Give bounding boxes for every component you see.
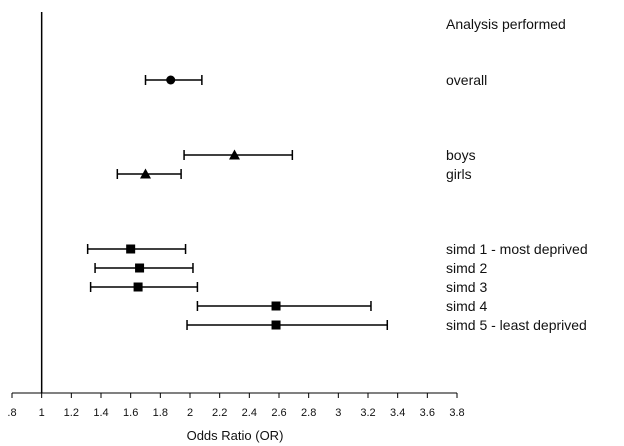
row-label: simd 4	[446, 298, 487, 314]
x-tick-label: .8	[7, 407, 16, 419]
x-tick-label: 3.2	[360, 407, 375, 419]
point-estimate-square	[271, 320, 281, 330]
row-label: boys	[446, 147, 476, 163]
x-tick-label: 1.4	[93, 407, 108, 419]
row-label: simd 1 - most deprived	[446, 241, 588, 257]
point-estimate-square	[135, 263, 145, 273]
point-estimate-square	[271, 301, 281, 311]
x-tick-label: 2.4	[242, 407, 257, 419]
estimate-row: overall	[144, 72, 487, 88]
x-tick-label: 3	[335, 407, 341, 419]
point-estimate-circle	[166, 75, 176, 85]
x-tick-label: 1.8	[153, 407, 168, 419]
row-label: overall	[446, 72, 487, 88]
estimate-row: simd 2	[94, 260, 487, 276]
estimates: overall boys girls simd 1 - most deprived si…	[86, 72, 588, 333]
estimate-row: simd 4	[196, 298, 487, 314]
estimate-row: boys	[183, 147, 476, 163]
row-label: simd 2	[446, 260, 487, 276]
point-estimate-triangle	[140, 168, 151, 179]
x-axis-title: Odds Ratio (OR)	[187, 428, 284, 443]
estimate-row: simd 5 - least deprived	[186, 317, 587, 333]
row-label: girls	[446, 166, 472, 182]
estimate-row: girls	[116, 166, 472, 182]
estimate-row: simd 1 - most deprived	[86, 241, 588, 257]
row-label: simd 5 - least deprived	[446, 317, 587, 333]
row-label: simd 3	[446, 279, 487, 295]
x-tick-label: 2.2	[212, 407, 227, 419]
x-tick-label: 3.8	[449, 407, 464, 419]
x-tick-label: 3.4	[390, 407, 405, 419]
x-tick-label: 3.6	[420, 407, 435, 419]
x-tick-label: 1.6	[123, 407, 138, 419]
x-tick-label: 1	[39, 407, 45, 419]
point-estimate-square	[126, 244, 136, 254]
point-estimate-square	[133, 282, 143, 292]
x-tick-label: 2.8	[301, 407, 316, 419]
legend-title: Analysis performed	[446, 16, 566, 32]
x-tick-label: 2.6	[271, 407, 286, 419]
x-axis: .8 1 1.2 1.4 1.6 1.8 2 2.2 2.4 2.6 2.8 3 3.2 3.4 3.6 3.…	[7, 392, 465, 419]
estimate-row: simd 3	[89, 279, 487, 295]
point-estimate-triangle	[229, 149, 240, 160]
x-tick-label: 2	[187, 407, 193, 419]
x-tick-label: 1.2	[64, 407, 79, 419]
